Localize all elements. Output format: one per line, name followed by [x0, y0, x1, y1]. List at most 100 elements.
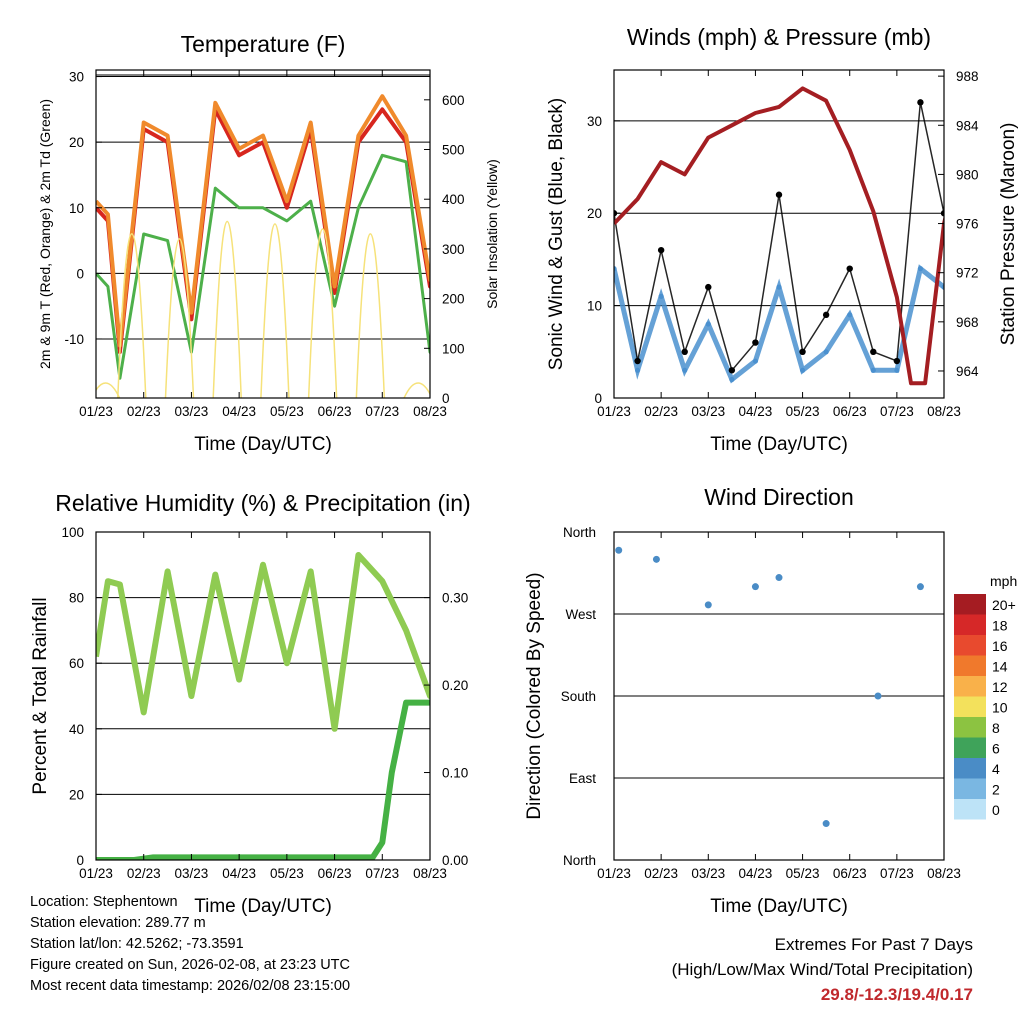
x-tick-label: 07/23	[880, 404, 914, 419]
direction-point	[652, 555, 660, 563]
legend-swatch	[954, 717, 986, 738]
y-tick-label: North	[563, 853, 596, 868]
x-tick-label: 05/23	[270, 866, 304, 881]
extremes-box: Extremes For Past 7 Days (High/Low/Max W…	[672, 932, 973, 1007]
x-tick-label: 08/23	[927, 866, 961, 881]
x-tick-label: 08/23	[927, 404, 961, 419]
insolation-curve	[96, 382, 121, 398]
legend-label: 12	[992, 679, 1008, 695]
legend-label: 4	[992, 761, 1000, 777]
x-tick-label: 01/23	[79, 404, 113, 419]
insolation-curve	[403, 382, 430, 398]
location-text: Location: Stephentown	[30, 894, 178, 910]
insolation-curve	[117, 233, 147, 398]
panel-2: Winds (mph) & Pressure (mb) 01/23 02/23 03/…	[546, 24, 1019, 455]
x-tick-label: 03/23	[175, 866, 209, 881]
y-right-tick-label: 0.00	[442, 853, 468, 868]
y-tick-label: -10	[64, 332, 84, 347]
x-tick-label: 01/23	[597, 866, 631, 881]
legend-label: 16	[992, 638, 1008, 654]
x-tick-label: 02/23	[127, 404, 161, 419]
x-tick-label: 05/23	[786, 866, 820, 881]
direction-point	[822, 820, 830, 828]
y-right-tick-label: 300	[442, 242, 465, 257]
panel-3: Relative Humidity (%) & Precipitation (i…	[30, 490, 471, 917]
x-tick-label: 07/23	[365, 404, 399, 419]
x-axis-label: Time (Day/UTC)	[194, 434, 332, 455]
chart-title: Wind Direction	[704, 484, 854, 510]
y-axis-label: Direction (Colored By Speed)	[524, 572, 545, 819]
legend-swatch	[954, 758, 986, 779]
x-tick-label: 08/23	[413, 404, 447, 419]
legend-swatch	[954, 594, 986, 615]
plot-frame	[95, 531, 431, 861]
gust-line	[614, 102, 944, 372]
x-tick-label: 04/23	[222, 866, 256, 881]
y-right-tick-label: 964	[956, 364, 979, 379]
y-right-tick-label: 0.10	[442, 766, 468, 781]
x-tick-label: 02/23	[127, 866, 161, 881]
insolation-curve	[307, 228, 338, 398]
x-tick-label: 04/23	[222, 404, 256, 419]
x-tick-label: 04/23	[739, 866, 773, 881]
speed-legend: mph 20+ 18 16 14 12 10 8 6 4 2 0	[954, 573, 1017, 820]
y-tick-label: 20	[69, 135, 84, 150]
y-tick-label: 30	[587, 114, 602, 129]
y-right-tick-label: 0	[442, 391, 450, 406]
pressure-line	[614, 86, 944, 386]
extremes-values: 29.8/-12.3/19.4/0.17	[820, 985, 973, 1004]
gust-point	[964, 192, 970, 198]
y-tick-label: East	[569, 771, 596, 786]
x-tick-label: 07/23	[365, 866, 399, 881]
extremes-title: Extremes For Past 7 Days	[774, 935, 973, 954]
plot-area	[96, 552, 430, 860]
y-axis-label-right: Solar Insolation (Yellow)	[484, 159, 500, 309]
x-tick-label: 05/23	[270, 404, 304, 419]
x-tick-label: 07/23	[880, 866, 914, 881]
y-axis-label-left: Percent & Total Rainfall	[30, 597, 51, 794]
x-axis-label: Time (Day/UTC)	[194, 896, 332, 917]
x-tick-label: 01/23	[597, 404, 631, 419]
y-right-tick-label: 100	[442, 341, 465, 356]
y-tick-label: North	[563, 525, 596, 540]
y-tick-label: 0	[76, 853, 84, 868]
x-tick-label: 02/23	[644, 404, 678, 419]
y-tick-label: 40	[69, 722, 84, 737]
x-tick-label: 02/23	[644, 866, 678, 881]
x-axis-label: Time (Day/UTC)	[710, 434, 848, 455]
direction-point	[704, 601, 712, 609]
y-axis-label-left: Sonic Wind & Gust (Blue, Black)	[546, 98, 567, 370]
legend-swatch	[954, 635, 986, 656]
panel-1: Temperature (F) 01/23 02/23 03/23 04/23 05/23…	[37, 31, 500, 455]
y-tick-label: 10	[587, 299, 602, 314]
direction-point	[775, 574, 783, 582]
direction-point	[874, 692, 882, 700]
y-right-tick-label: 200	[442, 292, 465, 307]
legend-swatch	[954, 614, 986, 635]
legend-label: 14	[992, 659, 1008, 675]
x-tick-label: 03/23	[691, 404, 725, 419]
legend-swatch	[954, 676, 986, 697]
x-tick-label: 06/23	[833, 866, 867, 881]
y-axis-label-right: Station Pressure (Maroon)	[998, 123, 1019, 346]
x-tick-label: 06/23	[318, 866, 352, 881]
y-tick-label: 10	[69, 201, 84, 216]
legend-swatch	[954, 778, 986, 799]
direction-point	[615, 546, 623, 554]
chart-title: Relative Humidity (%) & Precipitation (i…	[55, 490, 470, 516]
wind-point	[989, 340, 994, 345]
station-info: Location: Stephentown Station elevation:…	[30, 892, 350, 997]
y-right-tick-label: 976	[956, 217, 979, 232]
y-tick-label: 0	[594, 391, 602, 406]
series-line	[96, 552, 430, 732]
legend-label: 8	[992, 720, 1000, 736]
y-right-tick-label: 0.30	[442, 591, 468, 606]
y-tick-label: 100	[61, 525, 84, 540]
plot-area	[96, 94, 430, 398]
wind-line	[614, 264, 944, 384]
x-tick-label: 05/23	[786, 404, 820, 419]
y-axis-label-left: 2m & 9m T (Red, Orange) & 2m Td (Green)	[37, 99, 53, 369]
series-line	[96, 94, 430, 348]
y-tick-label: 30	[69, 70, 84, 85]
